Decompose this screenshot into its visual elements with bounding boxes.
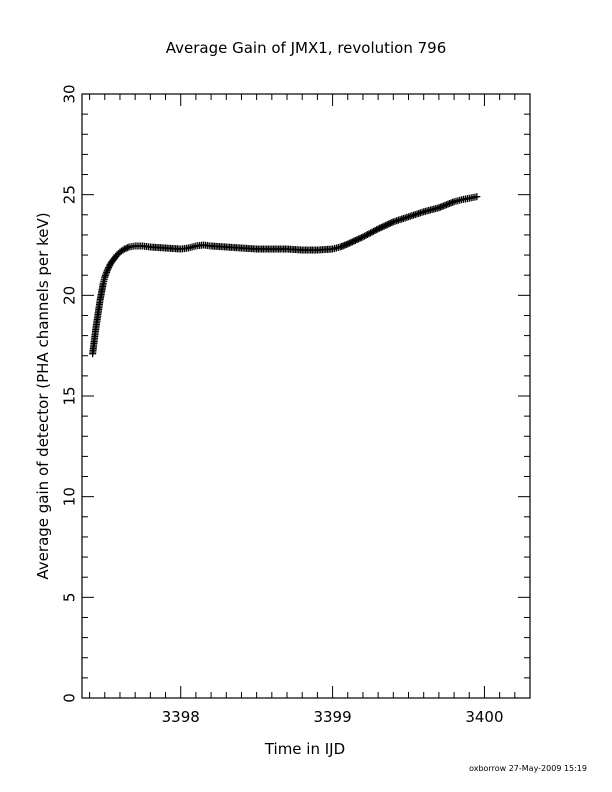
y-tick-label: 20: [61, 286, 79, 305]
data-point-interp: [124, 244, 132, 252]
y-axis-label: Average gain of detector (PHA channels p…: [34, 212, 52, 579]
data-point-interp: [376, 224, 384, 232]
plot-frame: [81, 93, 531, 699]
data-point-interp: [351, 236, 359, 244]
data-point-interp: [350, 237, 358, 245]
data-point: [113, 251, 121, 259]
data-points: [89, 193, 481, 358]
data-point-interp: [119, 246, 127, 254]
data-point-interp: [373, 226, 381, 234]
y-tick-label: 0: [61, 693, 79, 703]
data-point: [344, 240, 352, 248]
axis-tick-labels: 0 5 10 15 20 25 30 3398 3399 3400: [61, 84, 504, 726]
data-point: [374, 225, 382, 233]
data-point: [473, 193, 481, 201]
chart-title: Average Gain of JMX1, revolution 796: [166, 39, 447, 57]
data-point-interp: [382, 221, 390, 229]
footer-credit: oxborrow 27-May-2009 15:19: [469, 764, 587, 773]
data-point: [104, 265, 112, 273]
data-point-interp: [379, 223, 387, 231]
data-point-interp: [357, 234, 365, 242]
x-axis-label: Time in IJD: [264, 740, 345, 758]
x-tick-label: 3398: [162, 708, 200, 726]
y-tick-label: 30: [61, 84, 79, 103]
y-tick-label: 5: [61, 593, 79, 603]
data-point-interp: [380, 222, 388, 230]
data-point-interp: [348, 238, 356, 246]
data-point-interp: [370, 227, 378, 235]
data-point-interp: [345, 239, 353, 247]
data-point-interp: [368, 228, 376, 236]
data-point: [359, 233, 367, 241]
data-point-interp: [386, 219, 394, 227]
data-point-interp: [354, 235, 362, 243]
data-point-interp: [383, 221, 391, 229]
data-point-interp: [360, 232, 368, 240]
data-point-interp: [105, 262, 113, 270]
y-tick-label: 10: [61, 487, 79, 506]
data-point-interp: [122, 244, 130, 252]
data-point-interp: [364, 231, 372, 239]
data-point-interp: [362, 231, 370, 239]
data-point-interp: [371, 227, 379, 235]
data-point-interp: [356, 234, 364, 242]
data-point-interp: [347, 239, 355, 247]
data-point-interp: [367, 229, 375, 237]
data-point-interp: [365, 230, 373, 238]
data-point-interp: [105, 264, 113, 272]
data-point-interp: [388, 219, 396, 227]
data-point-interp: [377, 223, 385, 231]
y-tick-label: 25: [61, 185, 79, 204]
data-point: [121, 245, 129, 253]
y-tick-label: 15: [61, 386, 79, 405]
x-tick-label: 3400: [465, 708, 503, 726]
data-point-interp: [385, 220, 393, 228]
x-tick-label: 3399: [313, 708, 351, 726]
data-point-interp: [353, 236, 361, 244]
